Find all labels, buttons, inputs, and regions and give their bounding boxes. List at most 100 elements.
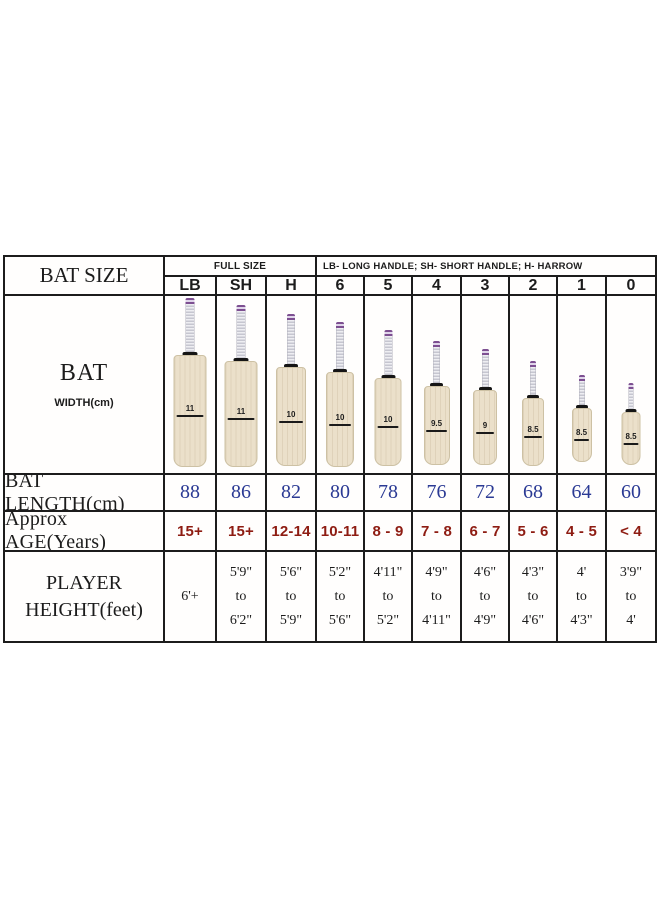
age-value: < 4 bbox=[607, 512, 655, 552]
bat-handle bbox=[481, 349, 489, 387]
bat-cell-h: 10 bbox=[267, 296, 317, 475]
size-header-lb: LB bbox=[165, 277, 217, 296]
bat-handle bbox=[384, 330, 392, 375]
bat-length-value: 68 bbox=[510, 475, 558, 512]
bat-width-value: 11 bbox=[236, 407, 246, 416]
full-size-group-header: FULL SIZE bbox=[165, 257, 317, 277]
bat-grip-band bbox=[336, 322, 344, 328]
bat-collar bbox=[625, 409, 637, 413]
bat-blade: 8.5 bbox=[621, 412, 641, 465]
bat-handle bbox=[530, 361, 536, 395]
size-header-0: 0 bbox=[607, 277, 655, 296]
height-line: to bbox=[625, 588, 637, 604]
bat-illustration-h: 10 bbox=[276, 314, 306, 466]
height-line: 6'+ bbox=[181, 588, 199, 604]
age-row-label: Approx AGE(Years) bbox=[5, 512, 165, 552]
height-line: to bbox=[235, 588, 247, 604]
bat-handle bbox=[336, 322, 344, 369]
bat-length-value: 72 bbox=[462, 475, 510, 512]
player-height-value: 4'9" to 4'11" bbox=[413, 552, 462, 641]
bat-grip-band bbox=[185, 298, 195, 304]
bat-illustration-5: 10 bbox=[374, 330, 402, 466]
bat-collar bbox=[381, 375, 395, 379]
height-line: 4' bbox=[626, 612, 636, 628]
bat-collar bbox=[333, 369, 347, 373]
player-height-value: 5'9" to 6'2" bbox=[217, 552, 267, 641]
bat-width-underline bbox=[328, 423, 352, 426]
bat-collar bbox=[527, 395, 539, 399]
bat-grip-band bbox=[628, 383, 634, 389]
age-value: 7 - 8 bbox=[413, 512, 462, 552]
player-height-label-line1: PLAYER bbox=[46, 571, 122, 594]
bat-cell-1: 8.5 bbox=[558, 296, 607, 475]
height-line: 5'6" bbox=[328, 612, 352, 628]
bat-blade: 10 bbox=[374, 378, 402, 466]
height-line: 6'2" bbox=[229, 612, 253, 628]
bat-illustration-lb: 11 bbox=[173, 298, 207, 467]
bat-blade: 9 bbox=[473, 390, 497, 465]
bat-grip-band bbox=[384, 330, 392, 336]
bat-collar bbox=[478, 387, 492, 391]
age-value: 12-14 bbox=[267, 512, 317, 552]
size-header-6: 6 bbox=[317, 277, 365, 296]
height-line: to bbox=[334, 588, 346, 604]
bat-width-row-label: BAT WIDTH(cm) bbox=[5, 296, 165, 475]
bat-blade: 11 bbox=[173, 355, 207, 467]
bat-width-value: 10 bbox=[335, 412, 345, 422]
player-height-value: 5'2" to 5'6" bbox=[317, 552, 365, 641]
height-line: to bbox=[382, 588, 394, 604]
age-value: 6 - 7 bbox=[462, 512, 510, 552]
bat-length-value: 88 bbox=[165, 475, 217, 512]
bat-cell-0: 8.5 bbox=[607, 296, 655, 475]
bat-length-value: 78 bbox=[365, 475, 413, 512]
player-height-value: 4'6" to 4'9" bbox=[462, 552, 510, 641]
bat-width-underline bbox=[573, 439, 590, 441]
bat-illustration-6: 10 bbox=[326, 322, 354, 467]
size-header-sh: SH bbox=[217, 277, 267, 296]
height-line: 4'3" bbox=[521, 564, 545, 580]
bat-collar bbox=[284, 364, 298, 368]
height-line: 4'6" bbox=[473, 564, 497, 580]
height-line: to bbox=[285, 588, 297, 604]
height-line: to bbox=[431, 588, 442, 604]
handle-legend: LB- LONG HANDLE; SH- SHORT HANDLE; H- HA… bbox=[317, 257, 655, 277]
player-height-label-line2: HEIGHT(feet) bbox=[25, 598, 143, 621]
height-line: to bbox=[527, 588, 539, 604]
player-height-value: 4' to 4'3" bbox=[558, 552, 607, 641]
bat-length-value: 64 bbox=[558, 475, 607, 512]
bat-cell-sh: 11 bbox=[217, 296, 267, 475]
bat-collar bbox=[575, 405, 588, 409]
bat-handle bbox=[287, 314, 295, 364]
bat-cell-5: 10 bbox=[365, 296, 413, 475]
bat-length-value: 60 bbox=[607, 475, 655, 512]
age-value: 4 - 5 bbox=[558, 512, 607, 552]
bat-handle bbox=[628, 383, 634, 409]
bat-grip-band bbox=[287, 314, 295, 320]
bat-width-underline bbox=[377, 426, 399, 428]
bat-width-value: 8.5 bbox=[575, 428, 588, 437]
bat-blade: 10 bbox=[326, 372, 354, 467]
bat-illustration-sh: 11 bbox=[224, 305, 258, 467]
bat-width-underline bbox=[278, 420, 304, 423]
age-value: 10-11 bbox=[317, 512, 365, 552]
bat-grip-band bbox=[481, 349, 489, 355]
player-height-value: 3'9" to 4' bbox=[607, 552, 655, 641]
bat-collar bbox=[430, 383, 443, 387]
bat-width-value: 8.5 bbox=[527, 425, 539, 434]
age-value: 15+ bbox=[217, 512, 267, 552]
bat-cell-3: 9 bbox=[462, 296, 510, 475]
bat-blade: 11 bbox=[224, 361, 258, 467]
bat-length-value: 76 bbox=[413, 475, 462, 512]
height-line: 5'9" bbox=[279, 612, 303, 628]
bat-width-value: 10 bbox=[383, 415, 393, 424]
bat-grip-band bbox=[433, 341, 440, 347]
height-line: 4'9" bbox=[473, 612, 497, 628]
player-height-row-label: PLAYER HEIGHT(feet) bbox=[5, 552, 165, 641]
player-height-value: 5'6" to 5'9" bbox=[267, 552, 317, 641]
bat-width-value: 10 bbox=[286, 409, 296, 419]
bat-handle bbox=[236, 305, 246, 358]
height-line: 4'9" bbox=[425, 564, 448, 580]
bat-cell-2: 8.5 bbox=[510, 296, 558, 475]
size-header-4: 4 bbox=[413, 277, 462, 296]
